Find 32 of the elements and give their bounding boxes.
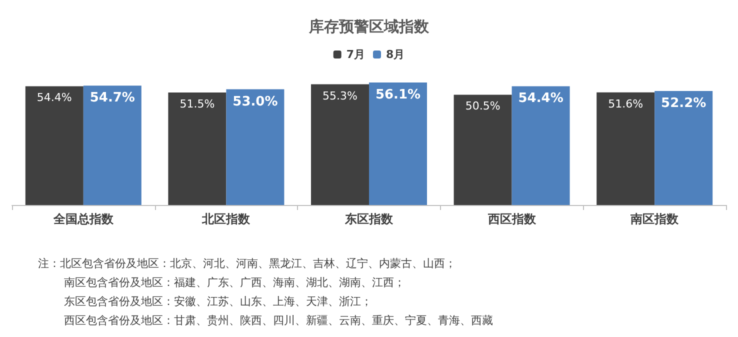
data-label: 51.5% bbox=[180, 98, 215, 111]
data-label: 53.0% bbox=[232, 94, 278, 110]
text: 注：北区包含省份及地区：北京、河北、河南、黑龙江、吉林、辽宁、内蒙古、山西； bbox=[38, 257, 456, 270]
bar bbox=[454, 94, 512, 205]
x-tick-label: 西区指数 bbox=[486, 212, 537, 226]
bar bbox=[25, 86, 84, 205]
data-label: 54.7% bbox=[90, 90, 135, 106]
bar bbox=[83, 86, 142, 205]
data-label: 56.1% bbox=[375, 88, 421, 103]
x-tick-label: 全国总指数 bbox=[52, 212, 114, 226]
bar bbox=[311, 84, 369, 205]
bar bbox=[226, 89, 284, 205]
data-label: 51.6% bbox=[608, 97, 644, 110]
legend-label: 8月 bbox=[386, 48, 405, 61]
bar bbox=[512, 86, 570, 205]
x-tick-label: 北区指数 bbox=[201, 212, 252, 226]
data-label: 50.5% bbox=[465, 100, 500, 113]
chart-title: 库存预警区域指数 bbox=[308, 18, 430, 36]
legend-label: 7月 bbox=[346, 48, 365, 61]
data-label: 54.4% bbox=[518, 91, 564, 106]
bar bbox=[168, 92, 226, 205]
data-label: 52.2% bbox=[661, 96, 706, 112]
x-tick-label: 南区指数 bbox=[630, 212, 680, 226]
x-tick-label: 东区指数 bbox=[344, 212, 394, 226]
bar bbox=[596, 92, 655, 205]
data-label: 55.3% bbox=[322, 89, 358, 102]
bar bbox=[369, 82, 427, 205]
data-label: 54.4% bbox=[36, 91, 72, 104]
text: 东区包含省份及地区：安徽、江苏、山东、上海、天津、浙江； bbox=[64, 295, 372, 308]
text: 西区包含省份及地区：甘肃、贵州、陕西、四川、新疆、云南、重庆、宁夏、青海、西藏 bbox=[64, 314, 493, 327]
text: 南区包含省份及地区：福建、广东、广西、海南、湖北、湖南、江西； bbox=[64, 276, 405, 289]
bar bbox=[654, 91, 713, 205]
